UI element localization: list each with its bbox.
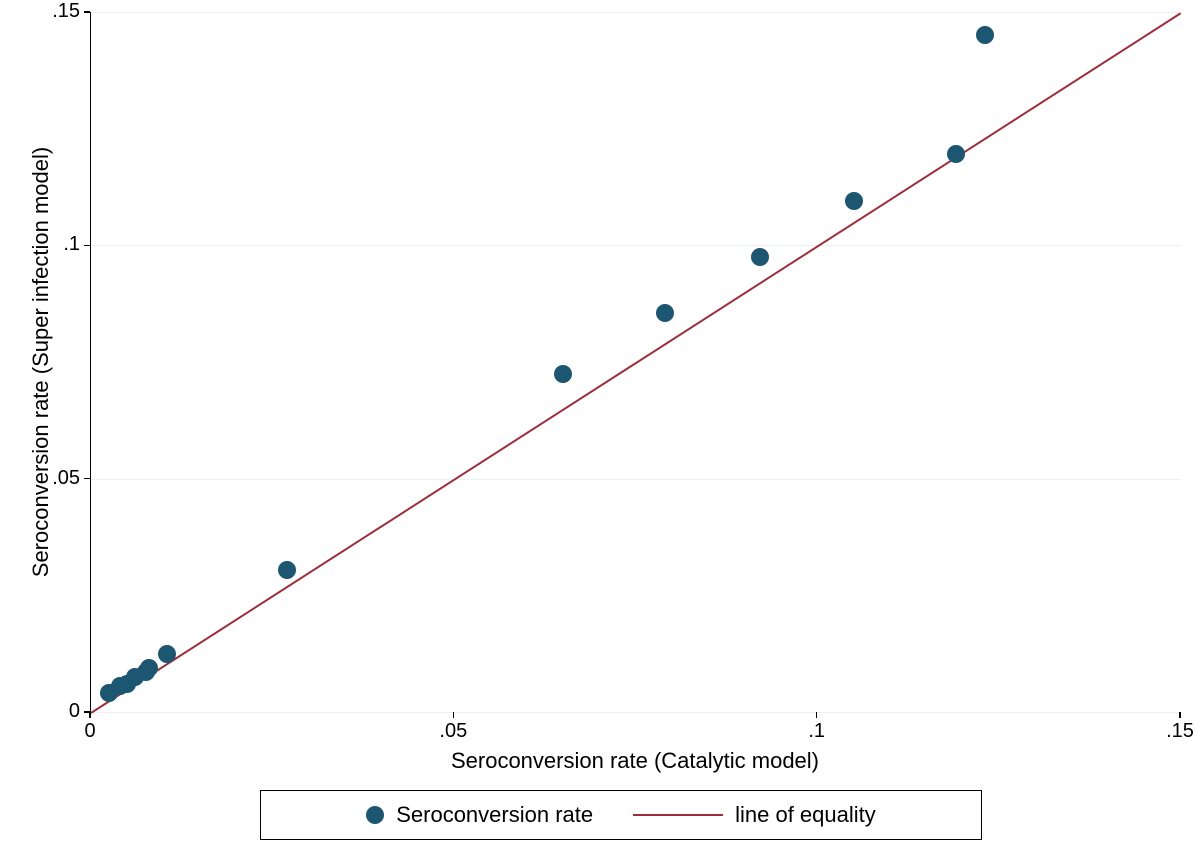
data-point	[947, 145, 965, 163]
data-point	[278, 561, 296, 579]
x-tick-mark	[89, 712, 91, 718]
data-point	[140, 659, 158, 677]
legend-label: line of equality	[735, 802, 876, 828]
data-point	[158, 645, 176, 663]
legend-item: line of equality	[633, 802, 876, 828]
legend-marker-icon	[366, 806, 384, 824]
chart-container: 0.05.1.15 0.05.1.15 Seroconversion rate …	[0, 0, 1200, 854]
data-point	[976, 26, 994, 44]
gridline	[91, 479, 1181, 480]
x-tick-label: .05	[423, 720, 483, 743]
legend-line-icon	[633, 814, 723, 816]
gridline	[91, 712, 1181, 713]
plot-area	[90, 12, 1181, 713]
x-tick-label: 0	[60, 720, 120, 743]
x-axis-label: Seroconversion rate (Catalytic model)	[90, 748, 1180, 774]
x-tick-label: .1	[787, 720, 847, 743]
y-tick-mark	[84, 245, 90, 247]
data-point	[845, 192, 863, 210]
x-tick-mark	[816, 712, 818, 718]
x-tick-mark	[453, 712, 455, 718]
legend: Seroconversion rate line of equality	[260, 790, 982, 840]
line-of-equality	[90, 12, 1181, 714]
data-point	[751, 248, 769, 266]
y-tick-mark	[84, 11, 90, 13]
data-point	[554, 365, 572, 383]
x-tick-mark	[1179, 712, 1181, 718]
data-point	[656, 304, 674, 322]
x-tick-label: .15	[1150, 720, 1200, 743]
y-axis-label: Seroconversion rate (Super infection mod…	[28, 12, 54, 712]
gridline	[91, 12, 1181, 13]
legend-label: Seroconversion rate	[396, 802, 593, 828]
gridline	[91, 245, 1181, 246]
y-tick-mark	[84, 478, 90, 480]
legend-item: Seroconversion rate	[366, 802, 593, 828]
